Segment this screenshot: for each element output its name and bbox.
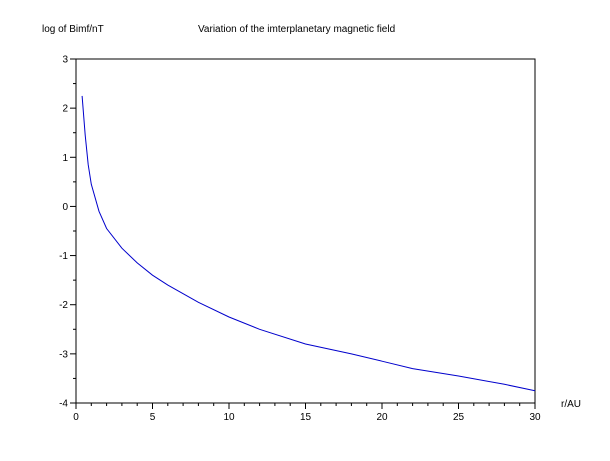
plot-frame (75, 58, 536, 404)
y-tick-label: -3 (59, 349, 68, 360)
series-layer (81, 95, 536, 392)
x-tick-label: 15 (300, 412, 312, 423)
chart-title: Variation of the imterplanetary magnetic… (198, 24, 395, 35)
y-axis-label: log of Bimf/nT (42, 24, 104, 35)
y-tick-label: 1 (62, 153, 68, 164)
y-tick-label: -1 (59, 251, 68, 262)
x-tick-label: 20 (376, 412, 388, 423)
series-line (81, 95, 536, 392)
y-tick-label: -4 (59, 399, 68, 410)
x-tick-label: 5 (150, 412, 156, 423)
y-tick-label: 0 (62, 202, 68, 213)
x-tick-label: 25 (453, 412, 465, 423)
x-axis-label: r/AU (561, 399, 581, 410)
x-tick-label: 30 (529, 412, 541, 423)
x-tick-label: 10 (223, 412, 235, 423)
y-tick-label: 3 (62, 55, 68, 66)
x-tick-label: 0 (73, 412, 79, 423)
y-tick-label: -2 (59, 300, 68, 311)
y-tick-label: 2 (62, 104, 68, 115)
